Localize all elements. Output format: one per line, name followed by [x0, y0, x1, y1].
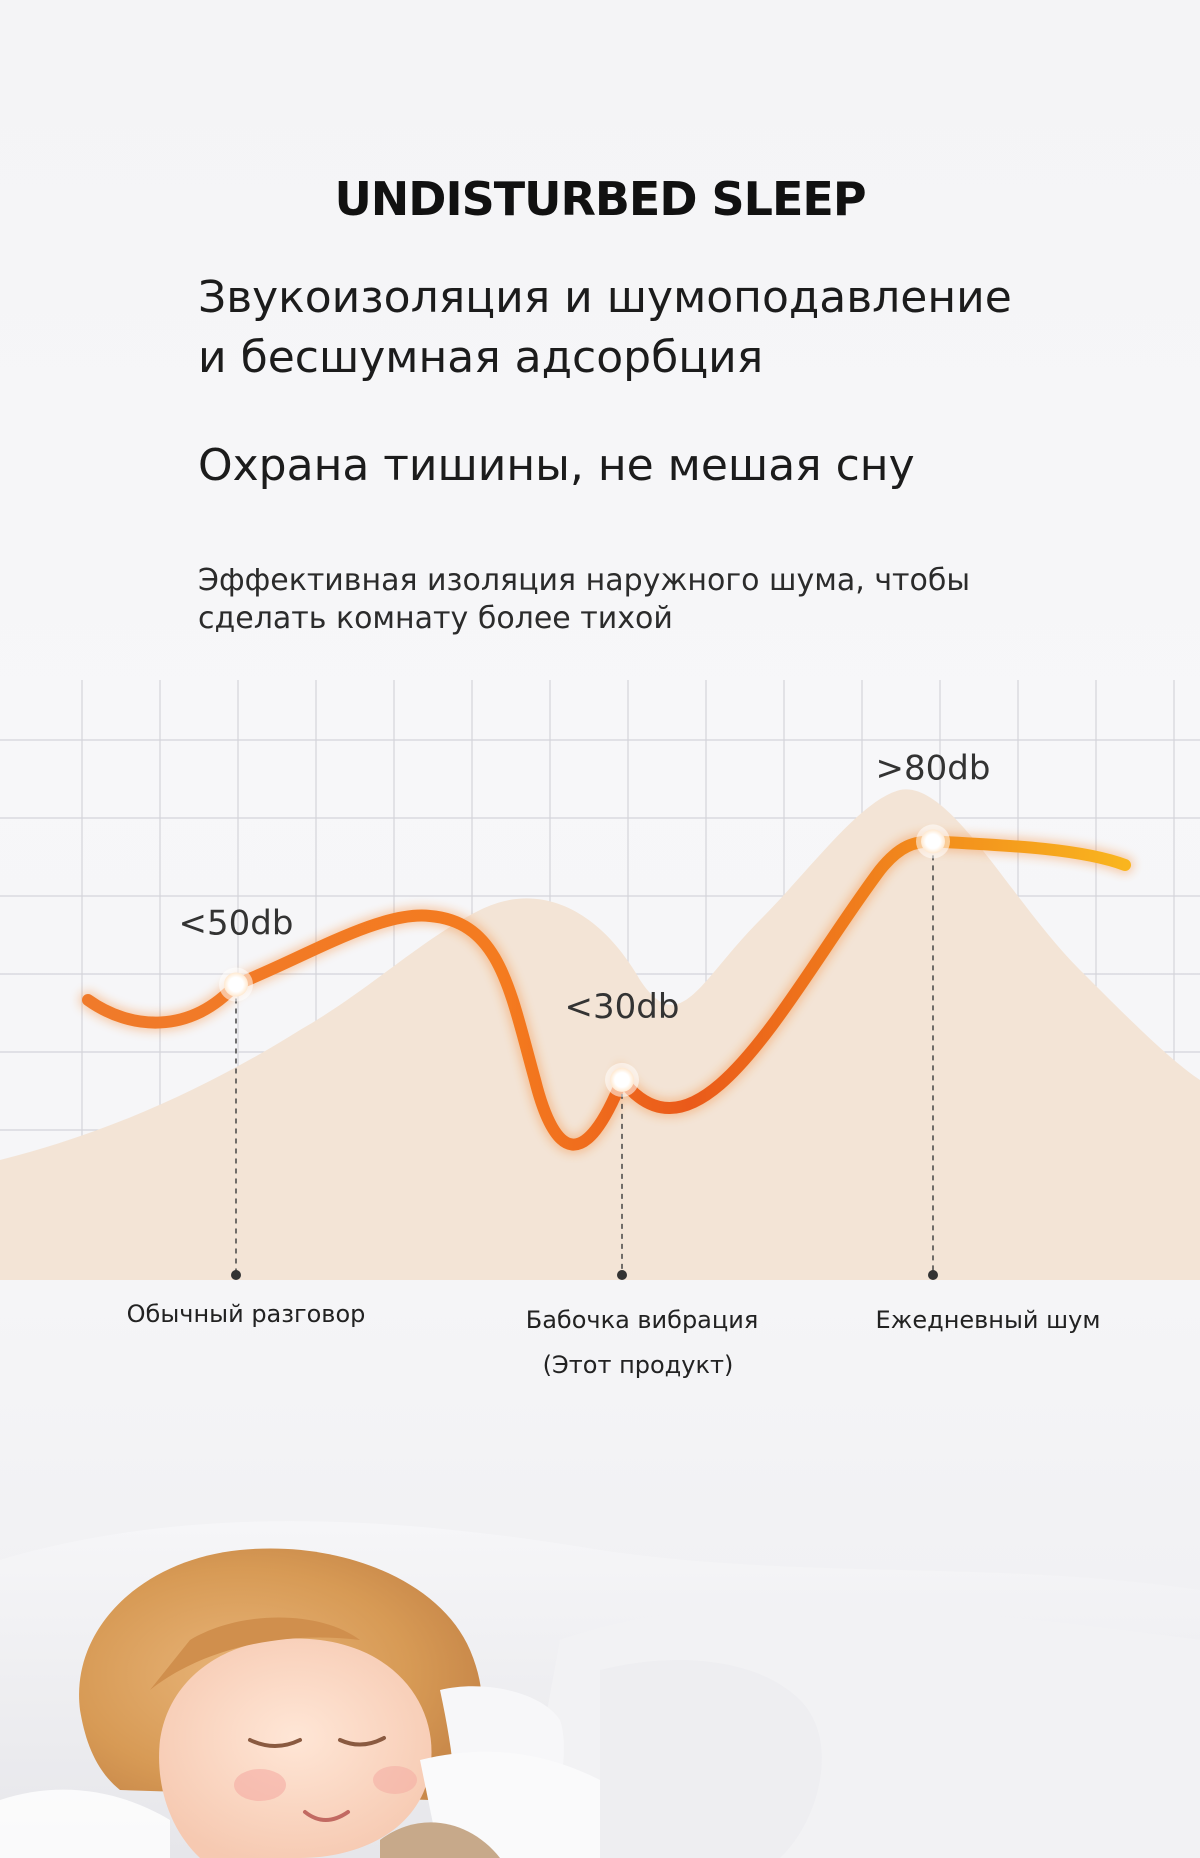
subtitle-line-1: Звукоизоляция и шумоподавление — [198, 272, 1012, 323]
category-label: Ежедневный шум — [876, 1306, 1101, 1334]
noise-chart: <50db Обычный разговор <30db Бабочка вибрац… — [0, 680, 1200, 1379]
chart-marks: <50db Обычный разговор <30db Бабочка вибрац… — [127, 748, 1101, 1379]
description-line-1: Эффективная изоляция наружного шума, что… — [198, 563, 971, 598]
data-label: >80db — [876, 748, 991, 788]
category-label: Обычный разговор — [127, 1300, 366, 1328]
background-mountain — [0, 789, 1200, 1280]
axis-tick-dot — [617, 1270, 627, 1280]
subtitle-line-2: и бесшумная адсорбция — [198, 332, 764, 383]
axis-tick-dot — [928, 1270, 938, 1280]
data-point — [921, 829, 945, 854]
headline: UNDISTURBED SLEEP — [334, 172, 866, 226]
description: Эффективная изоляция наружного шума, что… — [198, 562, 1098, 638]
category-note: (Этот продукт) — [543, 1351, 734, 1379]
data-label: <30db — [565, 987, 680, 1027]
data-point — [224, 972, 248, 997]
description-line-2: сделать комнату более тихой — [198, 601, 673, 636]
category-label: Бабочка вибрация — [526, 1306, 759, 1334]
noise-curve — [82, 835, 1131, 1151]
axis-tick-dot — [231, 1270, 241, 1280]
sleeping-child-icon — [0, 1521, 1200, 1858]
subtitle: Звукоизоляция и шумоподавление и бесшумн… — [198, 268, 1098, 388]
data-label: <50db — [179, 904, 294, 944]
slogan: Охрана тишины, не мешая сну — [198, 440, 915, 491]
data-point — [610, 1067, 634, 1092]
